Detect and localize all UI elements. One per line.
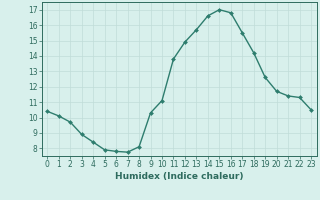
X-axis label: Humidex (Indice chaleur): Humidex (Indice chaleur) — [115, 172, 244, 181]
